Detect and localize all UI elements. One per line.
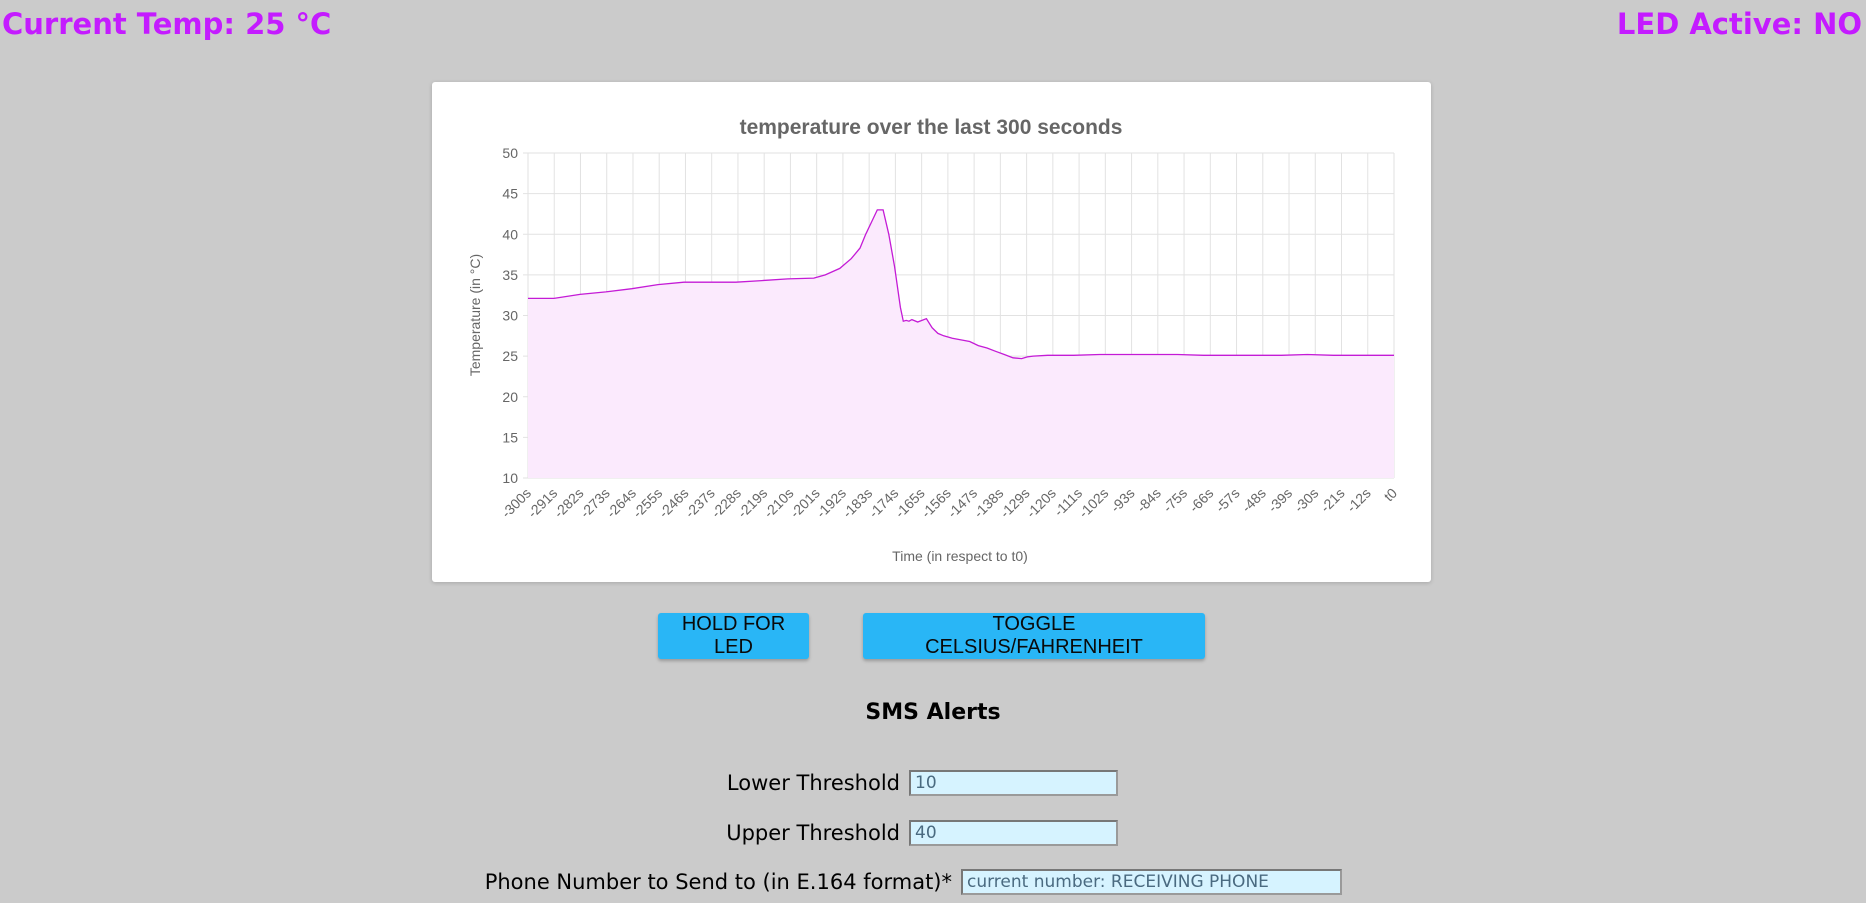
x-tick-label: -174s (865, 485, 901, 521)
chart-area (528, 209, 1394, 478)
x-tick-label: -264s (603, 485, 639, 521)
x-tick-label: -66s (1186, 485, 1217, 516)
sms-alerts-heading: SMS Alerts (865, 700, 1001, 725)
action-buttons: HOLD FOR LED TOGGLE CELSIUS/FAHRENHEIT (0, 613, 1866, 659)
led-status-readout: LED Active: NO (1616, 7, 1862, 41)
x-tick-label: t0 (1381, 485, 1401, 505)
x-tick-label: -129s (997, 485, 1033, 521)
upper-threshold-row: Upper Threshold (0, 818, 1866, 848)
x-tick-label: -12s (1343, 485, 1374, 516)
y-tick-label: 10 (502, 470, 518, 486)
x-tick-label: -228s (708, 485, 744, 521)
phone-number-row: Phone Number to Send to (in E.164 format… (0, 867, 1866, 897)
hold-for-led-button[interactable]: HOLD FOR LED (658, 613, 809, 659)
upper-threshold-input[interactable] (909, 820, 1118, 846)
x-tick-label: -192s (813, 485, 849, 521)
chart-title: temperature over the last 300 seconds (740, 116, 1123, 139)
lower-threshold-label: Lower Threshold (726, 771, 900, 795)
y-tick-label: 45 (502, 186, 518, 202)
y-tick-label: 40 (502, 226, 518, 242)
y-tick-label: 20 (502, 389, 518, 405)
y-axis-label: Temperature (in °C) (467, 254, 483, 376)
x-tick-label: -300s (498, 485, 534, 521)
x-tick-label: -282s (551, 485, 587, 521)
x-tick-label: -147s (944, 485, 980, 521)
lower-threshold-row: Lower Threshold (0, 768, 1866, 798)
x-tick-label: -138s (970, 485, 1006, 521)
x-tick-label: -291s (524, 485, 560, 521)
phone-number-input[interactable] (961, 869, 1342, 895)
lower-threshold-input[interactable] (909, 770, 1118, 796)
x-tick-label: -210s (760, 485, 796, 521)
x-tick-label: -201s (787, 485, 823, 521)
x-tick-label: -93s (1107, 485, 1138, 516)
upper-threshold-label: Upper Threshold (726, 821, 900, 845)
series-area-fill (528, 209, 1394, 478)
y-tick-label: 35 (502, 267, 518, 283)
x-axis-ticks: -300s-291s-282s-273s-264s-255s-246s-237s… (498, 485, 1400, 521)
x-tick-label: -273s (577, 485, 613, 521)
x-tick-label: -183s (839, 485, 875, 521)
x-tick-label: -84s (1133, 485, 1164, 516)
x-tick-label: -237s (682, 485, 718, 521)
temperature-chart-card: temperature over the last 300 seconds 50… (432, 82, 1431, 582)
x-tick-label: -255s (629, 485, 665, 521)
x-tick-label: -120s (1023, 485, 1059, 521)
x-tick-label: -39s (1265, 485, 1296, 516)
status-bar: Current Temp: 25 °C LED Active: NO (0, 4, 1866, 44)
x-tick-label: -246s (655, 485, 691, 521)
y-tick-label: 50 (502, 145, 518, 161)
x-tick-label: -48s (1238, 485, 1269, 516)
temperature-chart: temperature over the last 300 seconds 50… (467, 116, 1400, 564)
current-temp-readout: Current Temp: 25 °C (2, 7, 332, 41)
x-tick-label: -165s (892, 485, 928, 521)
x-tick-label: -30s (1291, 485, 1322, 516)
series-line (528, 209, 1394, 360)
x-tick-label: -75s (1160, 485, 1191, 516)
y-tick-label: 30 (502, 308, 518, 324)
x-axis-label: Time (in respect to t0) (892, 548, 1028, 564)
x-tick-label: -21s (1317, 485, 1348, 516)
y-tick-label: 25 (502, 348, 518, 364)
y-axis-ticks: 50 45 40 35 30 25 20 15 10 (502, 145, 518, 486)
y-tick-label: 15 (502, 429, 518, 445)
x-tick-label: -57s (1212, 485, 1243, 516)
phone-number-label: Phone Number to Send to (in E.164 format… (484, 870, 952, 894)
toggle-unit-button[interactable]: TOGGLE CELSIUS/FAHRENHEIT (863, 613, 1205, 659)
x-tick-label: -219s (734, 485, 770, 521)
x-tick-label: -156s (918, 485, 954, 521)
x-tick-label: -102s (1075, 485, 1111, 521)
